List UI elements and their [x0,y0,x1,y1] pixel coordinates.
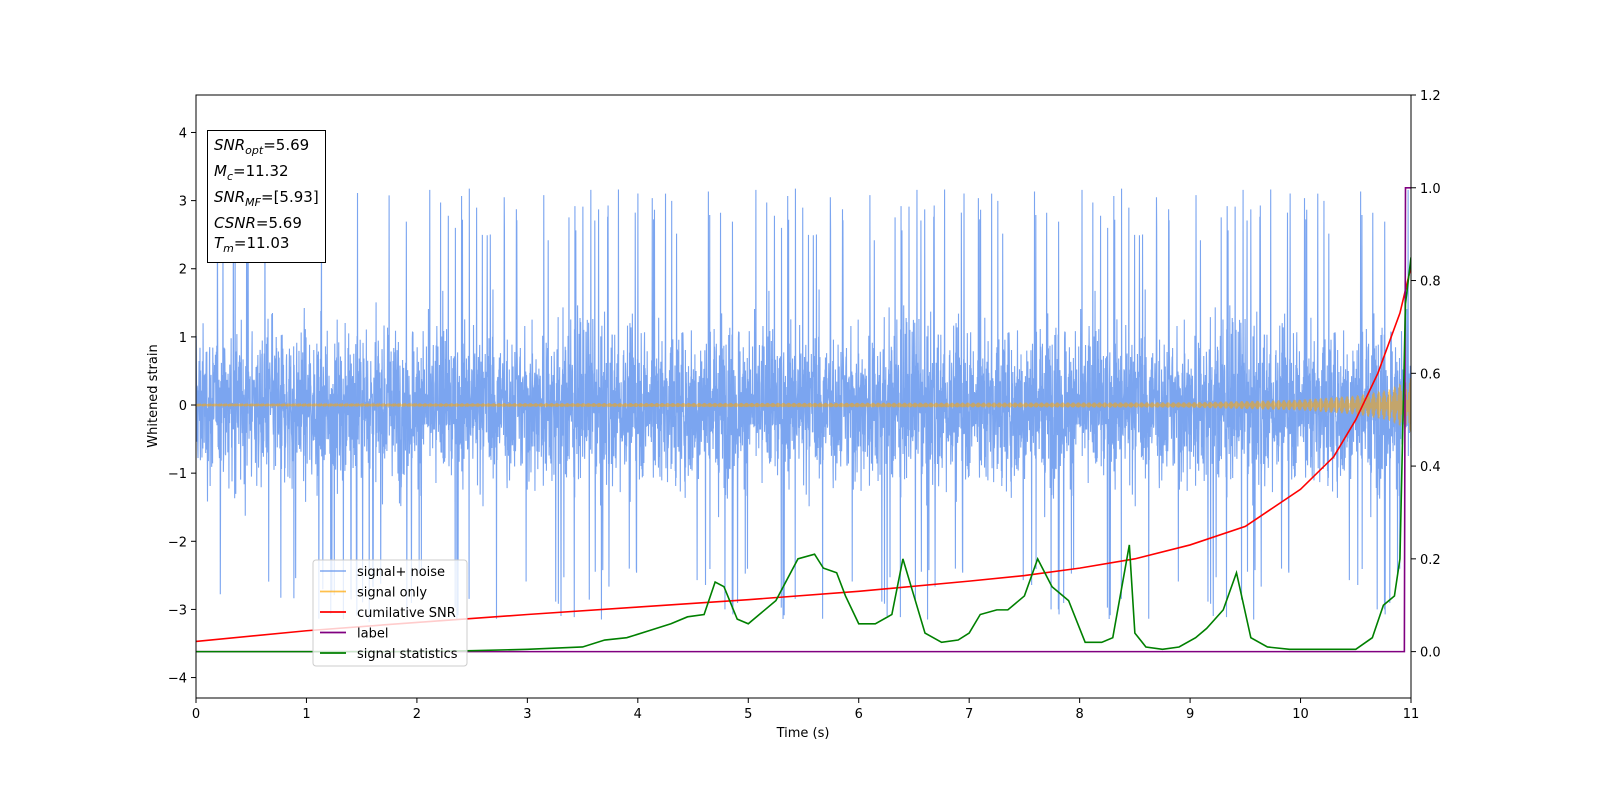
mc-symbol: M [214,162,227,180]
y-tick-label: −2 [168,535,187,550]
series-signal-statistics [196,257,1411,653]
y-right-tick-label: 1.0 [1420,182,1441,197]
x-tick-label: 1 [302,707,310,722]
snr-mf-value: =[5.93] [261,188,319,206]
y-right-tick-label: 0.2 [1420,553,1441,568]
legend-items: signal+ noise signal only cumilative SNR la… [320,565,458,662]
tm-annotation: Tm=11.03 [214,233,319,259]
series-signal-only [196,378,1411,432]
y-tick-label: −4 [168,672,187,687]
legend-label: signal only [357,586,427,601]
snr-opt-annotation: SNRopt=5.69 [214,135,319,161]
y-tick-label: 1 [179,331,187,346]
series-label [196,186,1411,653]
snr-mf-symbol: SNR [214,188,246,206]
axes-layer: 0 1 2 3 4 5 6 7 8 9 10 1143210−1−2−3−41.21.00.80.60… [168,89,1441,722]
y-tick-label: 2 [179,263,187,278]
x-tick-label: 6 [855,707,863,722]
snr-opt-value: =5.69 [263,136,310,154]
y-right-tick-label: 1.2 [1420,89,1441,104]
x-tick-label: 10 [1292,707,1309,722]
plot-frame [195,94,1412,699]
x-tick-label: 2 [413,707,421,722]
series-signal-noise [196,188,1411,623]
snr-mf-annotation: SNRMF=[5.93] [214,187,319,213]
y-right-tick-label: 0.4 [1420,460,1441,475]
y-right-tick-label: 0.6 [1420,367,1441,382]
legend-label: cumilative SNR [357,606,456,621]
x-axis-label: Time (s) [776,726,830,741]
y-tick-label: 4 [179,126,187,141]
tm-symbol: T [214,234,224,252]
x-tick-label: 9 [1186,707,1194,722]
tm-subscript: m [223,242,234,255]
x-tick-label: 11 [1403,707,1420,722]
snr-mf-subscript: MF [245,196,261,209]
y-tick-label: −1 [168,467,187,482]
x-tick-label: 3 [523,707,531,722]
y-tick-label: −3 [168,603,187,618]
legend: signal+ noise signal only cumilative SNR la… [312,559,468,667]
y-right-tick-label: 0.8 [1420,275,1441,290]
x-tick-label: 0 [192,707,200,722]
legend-frame [312,559,468,667]
y-tick-label: 0 [179,399,187,414]
x-tick-label: 5 [744,707,752,722]
csnr-annotation: CSNR=5.69 [214,213,319,233]
series-cumulative-snr [196,266,1411,643]
mc-subscript: c [226,170,234,183]
legend-label: signal+ noise [357,565,445,580]
legend-label: label [357,627,388,642]
x-tick-label: 4 [634,707,642,722]
mc-annotation: Mc=11.32 [214,161,319,187]
y-tick-label: 3 [179,195,187,210]
mc-value: =11.32 [233,162,289,180]
csnr-symbol: CSNR [214,214,256,232]
snr-opt-subscript: opt [245,144,264,157]
y-axis-label: Whitened strain [146,344,161,447]
x-tick-label: 7 [965,707,973,722]
tm-value: =11.03 [233,234,290,252]
snr-opt-symbol: SNR [214,136,246,154]
annotation-box: SNRopt=5.69 Mc=11.32 SNRMF=[5.93] CSNR=5… [207,130,326,263]
series-layer [196,186,1411,653]
y-right-tick-label: 0.0 [1420,646,1441,661]
legend-label: signal statistics [357,647,458,662]
csnr-value: =5.69 [255,214,302,232]
x-tick-label: 8 [1075,707,1083,722]
